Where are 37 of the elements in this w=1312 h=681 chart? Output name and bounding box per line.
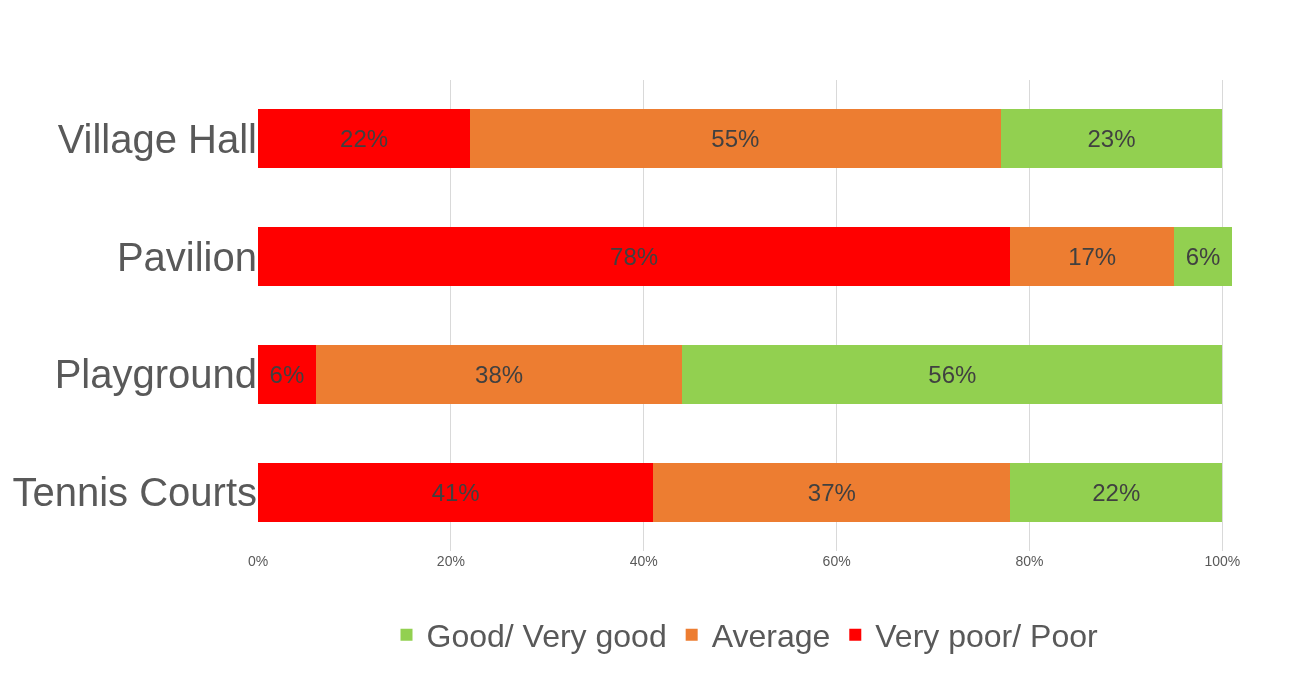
y-tick-label: Tennis Courts — [12, 470, 257, 515]
bar — [1010, 227, 1175, 287]
data-label: 37% — [807, 478, 856, 506]
data-label: 56% — [928, 360, 977, 388]
x-tick-label: 60% — [822, 553, 851, 569]
data-label: 38% — [475, 360, 524, 388]
bar — [258, 344, 316, 404]
bar — [1000, 109, 1223, 169]
data-label: 78% — [610, 243, 659, 271]
bar — [653, 462, 1011, 522]
legend-label: Good/ Very good — [426, 618, 667, 655]
y-tick-label: Village Hall — [57, 116, 257, 161]
data-label: 6% — [1185, 243, 1221, 271]
bar — [258, 227, 1011, 287]
y-tick-label: Playground — [54, 352, 257, 397]
y-tick-label: Pavilion — [116, 234, 257, 279]
data-label: 6% — [269, 360, 305, 388]
data-label: 41% — [431, 478, 480, 506]
x-tick-label: 20% — [436, 553, 465, 569]
legend-label: Very poor/ Poor — [875, 618, 1098, 655]
data-label: 17% — [1068, 243, 1117, 271]
bar — [682, 344, 1223, 404]
bar — [258, 109, 471, 169]
bar — [1010, 462, 1223, 522]
data-label: 55% — [711, 125, 760, 153]
bar — [315, 344, 683, 404]
x-tick-label: 100% — [1204, 553, 1241, 569]
x-tick-label: 40% — [629, 553, 658, 569]
data-label: 23% — [1087, 125, 1136, 153]
bar — [470, 109, 1001, 169]
bar — [1174, 227, 1232, 287]
x-tick-label: 80% — [1015, 553, 1044, 569]
data-label: 22% — [1092, 478, 1141, 506]
legend-label: Average — [711, 618, 831, 655]
data-label: 22% — [340, 125, 389, 153]
x-tick-label: 0% — [247, 553, 269, 569]
bar — [258, 462, 654, 522]
